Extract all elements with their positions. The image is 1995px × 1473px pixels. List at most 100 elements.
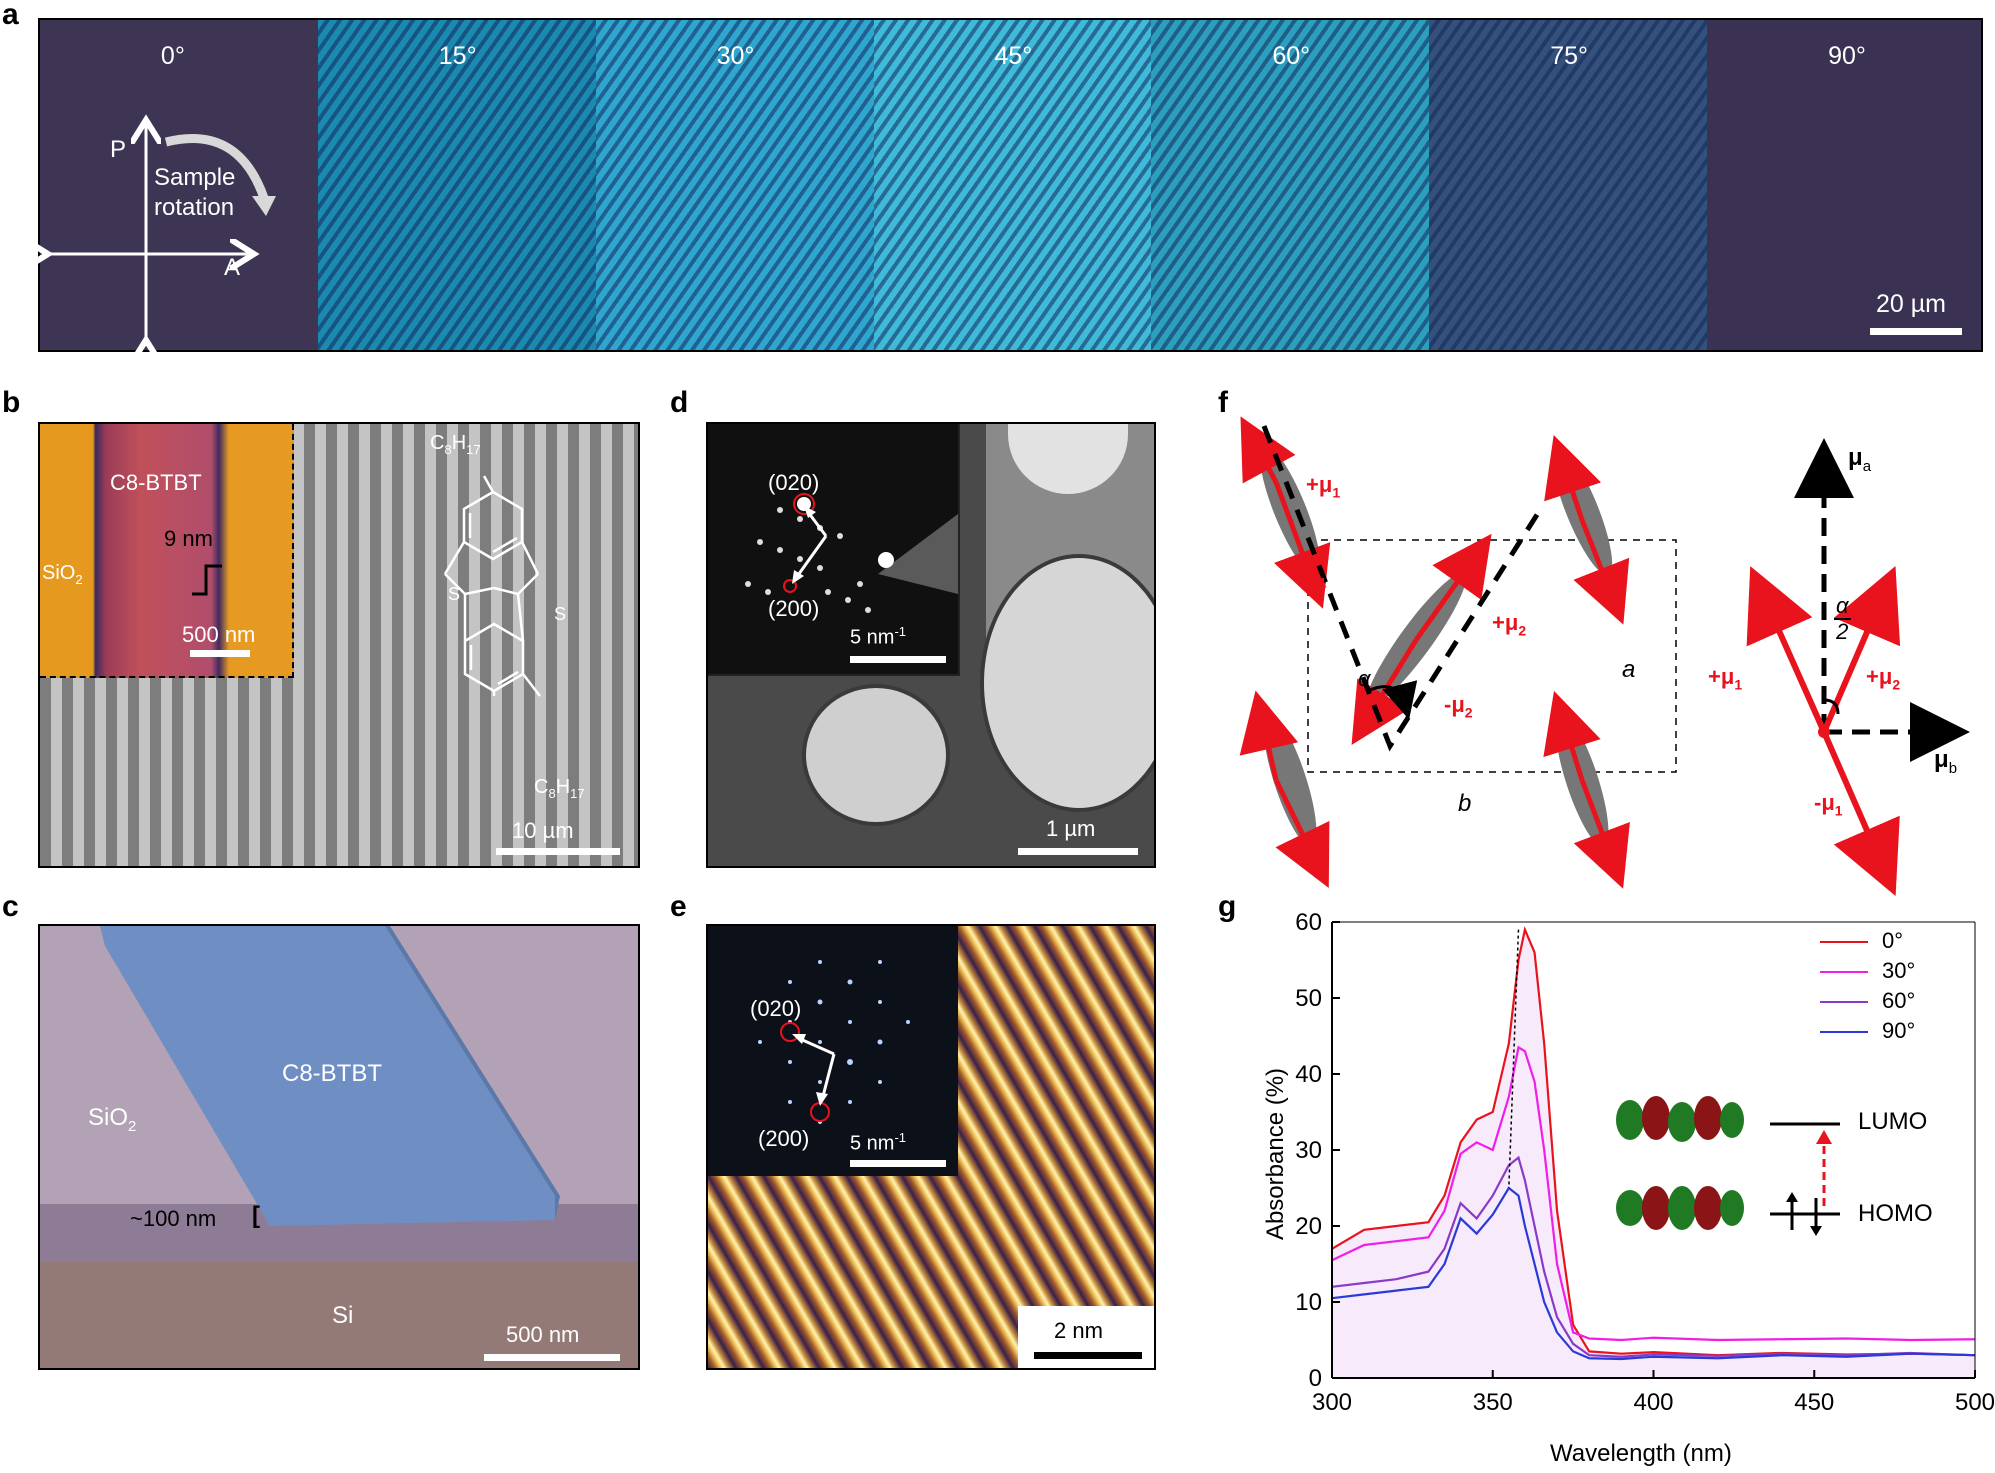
panel-e-scale-label: 2 nm bbox=[1054, 1318, 1103, 1343]
y-tick-label: 50 bbox=[1295, 985, 1322, 1012]
panel-label-a: a bbox=[2, 0, 19, 31]
rotation-angle-label: 45° bbox=[994, 42, 1033, 70]
series-line-60° bbox=[1331, 1155, 1976, 1358]
panel-b-sem: C8-BTBT SiO2 9 nm 500 nm C8H17 C8H17 S S… bbox=[38, 422, 640, 868]
legend-swatch bbox=[1820, 971, 1868, 973]
saed-020-label: (020) bbox=[768, 470, 820, 495]
x-tick-label: 400 bbox=[1633, 1389, 1673, 1416]
alkyl-chain-bottom: C8H17 bbox=[534, 776, 585, 801]
panel-c-sem: C8-BTBT SiO2 ~100 nm [ Si 500 nm bbox=[38, 924, 640, 1370]
afm-substrate-label: SiO2 bbox=[42, 562, 83, 587]
half-alpha-label: α 2 bbox=[1834, 593, 1851, 644]
panel-a-scale-label: 20 µm bbox=[1876, 290, 1946, 318]
panel-a-micrographs: 0° 15° 30° 45° 60° 75° 90° bbox=[38, 18, 1983, 352]
rotation-angle-label: 30° bbox=[716, 42, 755, 70]
rotation-label-1: Sample bbox=[154, 164, 236, 191]
tem-hole-left bbox=[802, 684, 950, 826]
peak-shift-line bbox=[1508, 929, 1520, 1189]
analyzer-label: A bbox=[224, 254, 241, 281]
step-height-label: 9 nm bbox=[164, 526, 213, 551]
panel-label-d: d bbox=[670, 386, 689, 419]
legend-label: 90° bbox=[1882, 1018, 1916, 1043]
legend-swatch bbox=[1820, 1031, 1868, 1033]
saed-pattern bbox=[745, 493, 958, 613]
fft-pattern bbox=[758, 960, 910, 1124]
y-tick-label: 40 bbox=[1295, 1061, 1322, 1088]
legend-item: 60° bbox=[1820, 988, 1980, 1016]
legend-label: 60° bbox=[1882, 988, 1916, 1013]
minus-mu2-label: -μ2 bbox=[1444, 692, 1473, 721]
micrograph-tile: 0° bbox=[40, 20, 319, 350]
panel-label-g: g bbox=[1218, 890, 1237, 923]
vector-plus-mu2-label: +μ2 bbox=[1866, 664, 1901, 693]
legend-swatch bbox=[1820, 1001, 1868, 1003]
alpha-label: α bbox=[1358, 666, 1371, 691]
vector-plus-mu1-label: +μ1 bbox=[1708, 664, 1743, 693]
thickness-label: ~100 nm bbox=[130, 1206, 217, 1231]
rotation-label-2: rotation bbox=[154, 194, 235, 221]
vector-minus-mu1-label: -μ1 bbox=[1814, 790, 1843, 819]
panel-label-f: f bbox=[1218, 386, 1228, 419]
absorbance-chart: 300 350 400 450 500 0 10 20 30 40 50 60 bbox=[1295, 909, 1995, 1416]
oxide-label: SiO2 bbox=[88, 1104, 137, 1135]
legend-item: 90° bbox=[1820, 1018, 1980, 1046]
btbt-molecule-icon bbox=[443, 475, 541, 697]
fft-scale-label: 5 nm-1 bbox=[850, 1130, 907, 1155]
panel-e-stm: (020) (200) 5 nm-1 2 nm bbox=[706, 924, 1156, 1370]
energy-levels bbox=[1770, 1122, 1840, 1236]
micrograph-tile: 75° bbox=[1429, 20, 1709, 350]
panel-b-scalebar bbox=[496, 848, 620, 855]
legend-label: 30° bbox=[1882, 958, 1916, 983]
lattice-b-label: b bbox=[1458, 790, 1472, 817]
x-tick-label: 350 bbox=[1473, 1389, 1513, 1416]
panel-d-tem: (020) (200) 5 nm-1 1 µm bbox=[706, 422, 1156, 868]
minus-mu1-label: -μ1 bbox=[1298, 562, 1327, 591]
micrograph-tile: 15° bbox=[317, 20, 597, 350]
rotation-angle-label: 75° bbox=[1550, 42, 1589, 70]
micrograph-tile: 45° bbox=[873, 20, 1153, 350]
micrograph-tile: 90° bbox=[1707, 20, 1981, 350]
series-line-90° bbox=[1331, 1186, 1976, 1361]
y-tick-label: 20 bbox=[1295, 1213, 1322, 1240]
saed-scale-label: 5 nm-1 bbox=[850, 624, 907, 649]
legend-swatch bbox=[1820, 941, 1868, 943]
panel-f-packing: +μ1 -μ1 +μ2 -μ2 α a b μa μb +μ1 +μ2 -μ1 … bbox=[1230, 410, 1995, 896]
panel-label-b: b bbox=[2, 386, 21, 419]
x-tick-label: 450 bbox=[1794, 1389, 1834, 1416]
sulfur-atom-left: S bbox=[448, 584, 461, 604]
y-tick-label: 60 bbox=[1295, 909, 1322, 936]
micrograph-tile: 30° bbox=[595, 20, 875, 350]
rotation-angle-label: 60° bbox=[1272, 42, 1311, 70]
y-tick-label: 0 bbox=[1309, 1365, 1322, 1392]
series-line-30° bbox=[1331, 1045, 1976, 1342]
afm-inset-scalebar bbox=[190, 650, 250, 657]
panel-label-e: e bbox=[670, 890, 687, 923]
panel-c-scalebar bbox=[484, 1354, 620, 1361]
packing-diagram bbox=[1239, 416, 1970, 896]
rotation-angle-label: 90° bbox=[1828, 42, 1866, 70]
afm-inset-scale-label: 500 nm bbox=[182, 622, 256, 647]
x-tick-label: 300 bbox=[1312, 1389, 1352, 1416]
rotation-angle-label: 0° bbox=[160, 42, 185, 70]
fft-200-label: (200) bbox=[758, 1126, 810, 1151]
legend-item: 0° bbox=[1820, 928, 1980, 956]
silicon-label: Si bbox=[332, 1302, 354, 1329]
saed-200-label: (200) bbox=[768, 596, 820, 621]
rotation-angle-label: 15° bbox=[438, 42, 477, 70]
homo-label: HOMO bbox=[1858, 1200, 1933, 1227]
panel-d-scalebar bbox=[1018, 848, 1138, 855]
mu-b-label: μb bbox=[1934, 746, 1958, 777]
x-axis-label: Wavelength (nm) bbox=[1550, 1440, 1732, 1467]
micrograph-tile: 60° bbox=[1151, 20, 1431, 350]
lattice-a-label: a bbox=[1622, 656, 1636, 683]
panel-g-chart: 300 350 400 450 500 0 10 20 30 40 50 60 Wavelength … bbox=[1230, 900, 1995, 1473]
panel-a-overlay: P A Sample rotation 20 µm bbox=[38, 18, 1983, 352]
saed-scalebar bbox=[850, 656, 946, 663]
panel-a-scalebar bbox=[1870, 328, 1962, 335]
y-axis-label: Absorbance (%) bbox=[1262, 1067, 1289, 1241]
alkyl-chain-top: C8H17 bbox=[430, 432, 481, 457]
legend-item: 30° bbox=[1820, 958, 1980, 986]
area-fill bbox=[1332, 929, 1975, 1378]
film-stripe bbox=[100, 926, 560, 1226]
orbital-diagram bbox=[1616, 1096, 1744, 1230]
